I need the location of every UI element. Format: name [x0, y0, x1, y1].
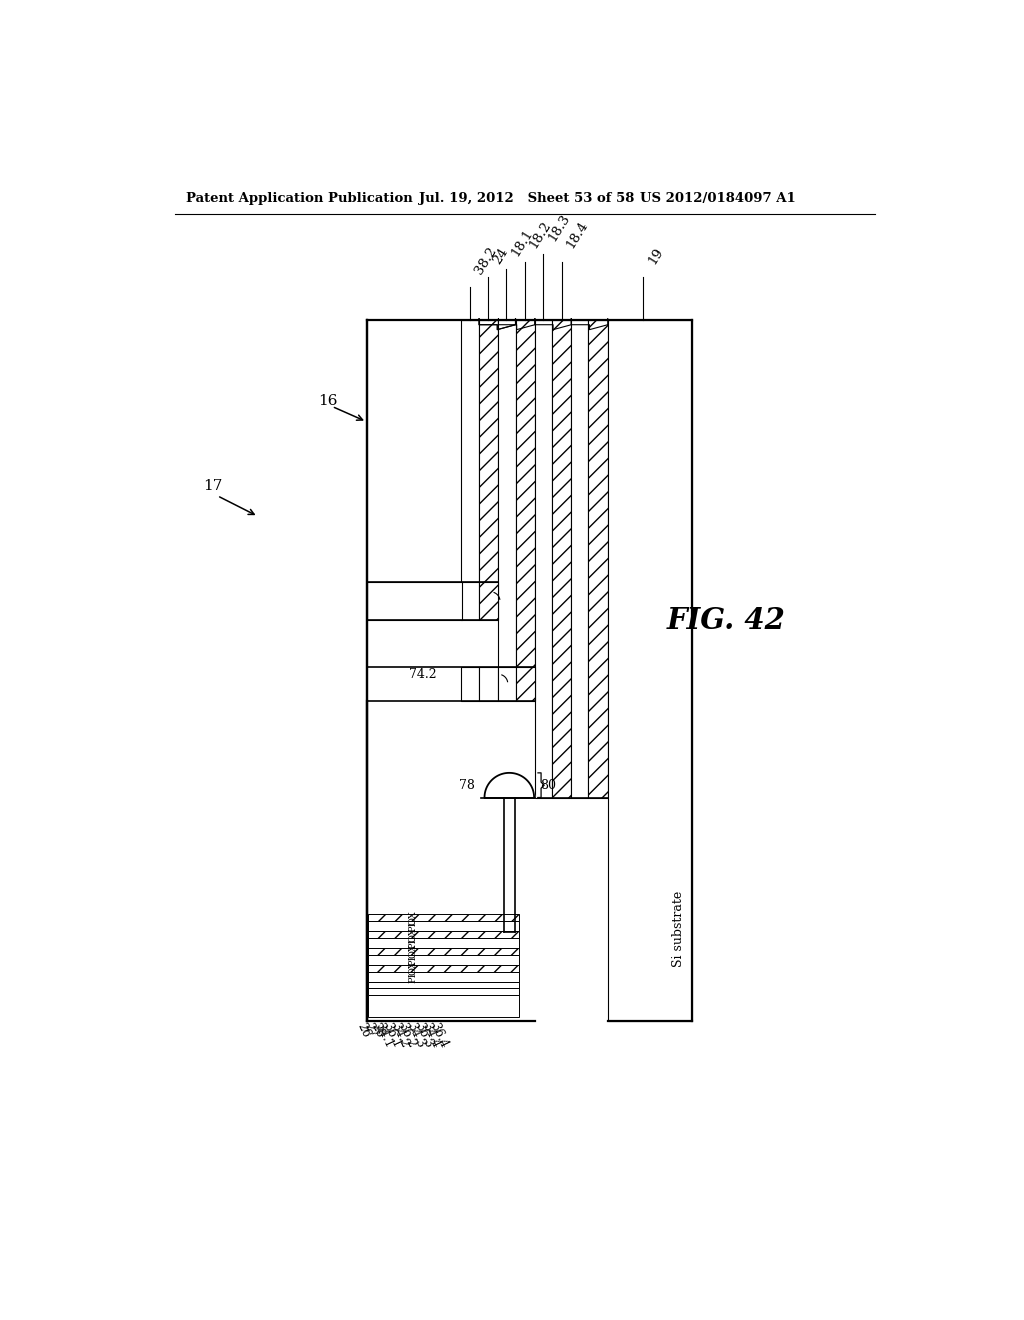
Bar [461, 667, 479, 701]
Text: Patent Application Publication: Patent Application Publication [186, 191, 413, 205]
Text: Jul. 19, 2012   Sheet 53 of 58: Jul. 19, 2012 Sheet 53 of 58 [419, 191, 634, 205]
Bar [367, 582, 462, 620]
Bar [515, 667, 535, 701]
Text: FIG. 42: FIG. 42 [667, 606, 785, 635]
Text: Si substrate: Si substrate [672, 890, 685, 966]
Text: 26: 26 [354, 1020, 372, 1040]
Text: 18.3: 18.3 [546, 211, 572, 243]
Bar [535, 321, 552, 797]
Text: 19: 19 [646, 246, 666, 267]
Text: 36.3: 36.3 [412, 1020, 435, 1051]
Text: 24: 24 [490, 246, 511, 267]
Text: 80: 80 [541, 779, 556, 792]
Bar [479, 321, 499, 582]
Text: 34.4: 34.4 [420, 1020, 442, 1051]
Bar [552, 321, 571, 797]
Bar [369, 913, 519, 921]
Text: US 2012/0184097 A1: US 2012/0184097 A1 [640, 191, 796, 205]
Text: PL: PL [409, 970, 418, 983]
Text: 36.1: 36.1 [380, 1020, 403, 1049]
Bar [479, 582, 499, 620]
Text: 36.4: 36.4 [428, 1020, 451, 1051]
Text: 27: 27 [361, 1020, 379, 1040]
Text: 16: 16 [317, 393, 337, 408]
Text: 78: 78 [460, 779, 475, 792]
Bar [369, 921, 519, 931]
Bar [571, 321, 589, 797]
Text: 18.2: 18.2 [527, 219, 554, 251]
Text: 34.3: 34.3 [404, 1020, 427, 1051]
Text: 74.2: 74.2 [409, 668, 436, 681]
Bar [367, 321, 461, 1020]
Text: PL: PL [409, 936, 418, 949]
Bar [369, 954, 519, 965]
Text: 34.2: 34.2 [388, 1020, 411, 1049]
Text: OX: OX [409, 909, 418, 924]
Text: 17: 17 [203, 479, 222, 492]
Text: 18.1: 18.1 [509, 227, 536, 259]
Text: 34.1: 34.1 [373, 1020, 395, 1049]
Bar [461, 582, 479, 620]
Bar [461, 321, 479, 582]
Text: OX: OX [409, 944, 418, 958]
Bar [369, 937, 519, 948]
Bar [515, 321, 535, 667]
Bar [367, 321, 692, 1020]
Bar [369, 948, 519, 954]
Bar [369, 965, 519, 972]
Text: 18.4: 18.4 [564, 219, 591, 251]
Text: 74.2: 74.2 [432, 583, 460, 597]
Bar [369, 989, 519, 995]
Bar [369, 972, 519, 982]
Bar [369, 995, 519, 1016]
Bar [369, 982, 519, 989]
Text: 36.2: 36.2 [396, 1020, 419, 1049]
Bar [479, 667, 499, 701]
Text: PL: PL [409, 919, 418, 932]
Text: PL: PL [409, 953, 418, 966]
Text: 28: 28 [368, 1020, 386, 1040]
Bar [369, 931, 519, 937]
Bar [499, 667, 515, 701]
Bar [607, 321, 692, 1020]
Text: OX: OX [409, 961, 418, 975]
Text: OX: OX [409, 927, 418, 941]
Bar [589, 321, 607, 797]
Bar [499, 321, 515, 667]
Text: 38.2: 38.2 [472, 244, 499, 276]
